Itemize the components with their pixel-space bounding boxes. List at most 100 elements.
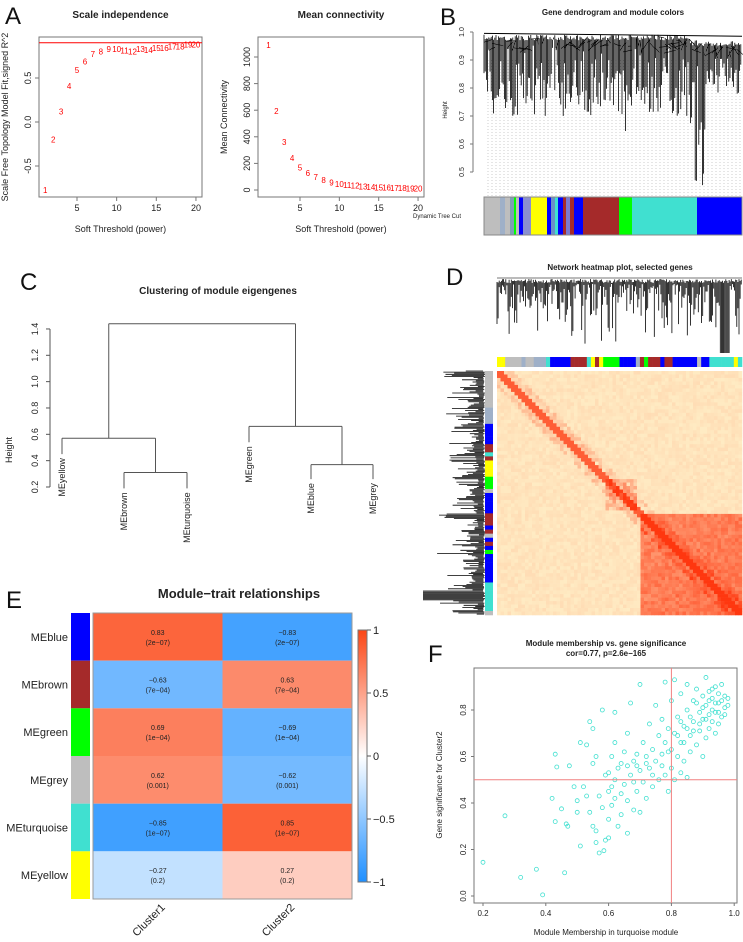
heatmap-cell (630, 437, 634, 442)
heatmap-cell (658, 409, 662, 414)
heatmap-cell (588, 444, 592, 448)
heatmap-cell (623, 433, 627, 438)
heatmap-cell (623, 513, 627, 518)
heatmap-cell (633, 562, 638, 567)
heatmap-cell (511, 541, 515, 546)
heatmap-cell (738, 430, 743, 435)
heatmap-cell (525, 538, 529, 543)
heatmap-cell (553, 465, 557, 469)
heatmap-cell (500, 388, 505, 393)
heatmap-cell (644, 447, 648, 452)
heatmap-cell (584, 531, 589, 536)
heatmap-cell (514, 374, 519, 379)
heatmap-cell (504, 534, 508, 539)
heatmap-cell (696, 548, 701, 553)
heatmap-cell (560, 503, 564, 508)
heatmap-cell (595, 419, 599, 424)
heatmap-cell (689, 520, 694, 525)
heatmap-cell (518, 475, 522, 480)
heatmap-cell (542, 517, 547, 522)
heatmap-cell (661, 541, 666, 546)
heatmap-cell (560, 486, 564, 490)
heatmap-cell (682, 479, 687, 483)
heatmap-cell (623, 454, 627, 459)
heatmap-cell (497, 475, 501, 480)
heatmap-cell (633, 479, 638, 483)
heatmap-cell (619, 510, 624, 515)
heatmap-cell (605, 409, 610, 414)
heatmap-cell (609, 559, 613, 564)
heatmap-cell (630, 555, 634, 560)
heatmap-cell (700, 531, 704, 536)
module-color-cell (513, 357, 518, 367)
heatmap-cell (647, 486, 652, 490)
heatmap-cell (549, 479, 554, 483)
heatmap-cell (623, 538, 627, 543)
heatmap-cell (651, 398, 655, 403)
heatmap-cell (542, 440, 547, 445)
heatmap-cell (539, 531, 543, 536)
heatmap-cell (735, 520, 739, 525)
heatmap-cell (535, 430, 540, 435)
heatmap-cell (504, 416, 508, 421)
heatmap-cell (602, 475, 606, 480)
heatmap-cell (507, 374, 512, 379)
heatmap-cell (721, 479, 725, 483)
heatmap-cell (644, 451, 648, 455)
heatmap-cell (609, 405, 613, 410)
heatmap-cell (497, 461, 501, 466)
heatmap-cell (675, 527, 680, 532)
heatmap-cell (514, 447, 519, 452)
heatmap-cell (497, 482, 501, 487)
heatmap-cell (623, 395, 627, 400)
heatmap-cell (623, 517, 627, 522)
heatmap-cell (679, 493, 683, 497)
heatmap-cell (738, 552, 743, 557)
heatmap-cell (595, 506, 599, 511)
heatmap-cell (500, 458, 505, 462)
heatmap-cell (567, 440, 571, 445)
heatmap-cell (735, 423, 739, 428)
heatmap-cell (714, 534, 718, 539)
heatmap-cell (581, 475, 585, 480)
heatmap-cell (728, 412, 732, 417)
heatmap-cell (696, 374, 701, 379)
heatmap-cell (735, 430, 739, 435)
heatmap-cell (721, 552, 725, 557)
heatmap-cell (700, 499, 704, 504)
heatmap-cell (731, 409, 736, 414)
heatmap-cell (707, 520, 711, 525)
heatmap-cell (584, 541, 589, 546)
heatmap-cell (609, 531, 613, 536)
heatmap-cell (682, 499, 687, 504)
heatmap-cell (598, 440, 603, 445)
heatmap-cell (581, 479, 585, 483)
heatmap-cell (633, 482, 638, 487)
heatmap-cell (549, 405, 554, 410)
heatmap-cell (560, 433, 564, 438)
heatmap-cell (679, 506, 683, 511)
heatmap-cell (626, 510, 631, 515)
heatmap-cell (546, 489, 550, 494)
heatmap-cell (605, 555, 610, 560)
heatmap-cell (675, 479, 680, 483)
heatmap-cell (658, 479, 662, 483)
heatmap-cell (605, 423, 610, 428)
heatmap-cell (640, 475, 645, 480)
heatmap-cell (675, 430, 680, 435)
heatmap-cell (672, 430, 676, 435)
heatmap-cell (630, 440, 634, 445)
heatmap-cell (574, 517, 578, 522)
heatmap-cell (707, 506, 711, 511)
heatmap-cell (518, 384, 522, 389)
heatmap-cell (563, 388, 568, 393)
heatmap-cell (654, 465, 659, 469)
heatmap-cell (528, 482, 533, 487)
point-label: 20 (191, 41, 200, 50)
heatmap-cell (574, 479, 578, 483)
y-tick-label: 0.8 (30, 402, 40, 415)
leaf-label-megrey: MEgrey (368, 483, 378, 515)
point-label: 12 (351, 182, 360, 191)
heatmap-cell (668, 381, 673, 386)
heatmap-cell (672, 458, 676, 462)
